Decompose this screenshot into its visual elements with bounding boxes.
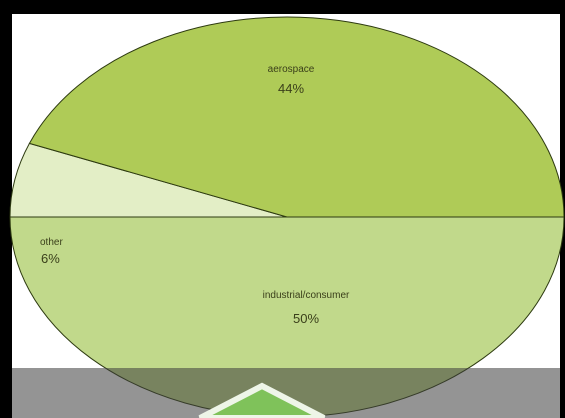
- slice-value-other: 6%: [41, 251, 60, 266]
- slice-label-industrial-consumer: industrial/consumer: [263, 290, 350, 301]
- slice-label-aerospace: aerospace: [268, 64, 315, 75]
- slice-label-other: other: [40, 237, 63, 248]
- green-marker-shape: [198, 382, 326, 418]
- pie-slice-aerospace: [28, 16, 565, 218]
- pie-slices: [9, 16, 565, 418]
- slice-value-industrial-consumer: 50%: [293, 311, 319, 326]
- slice-value-aerospace: 44%: [278, 81, 304, 96]
